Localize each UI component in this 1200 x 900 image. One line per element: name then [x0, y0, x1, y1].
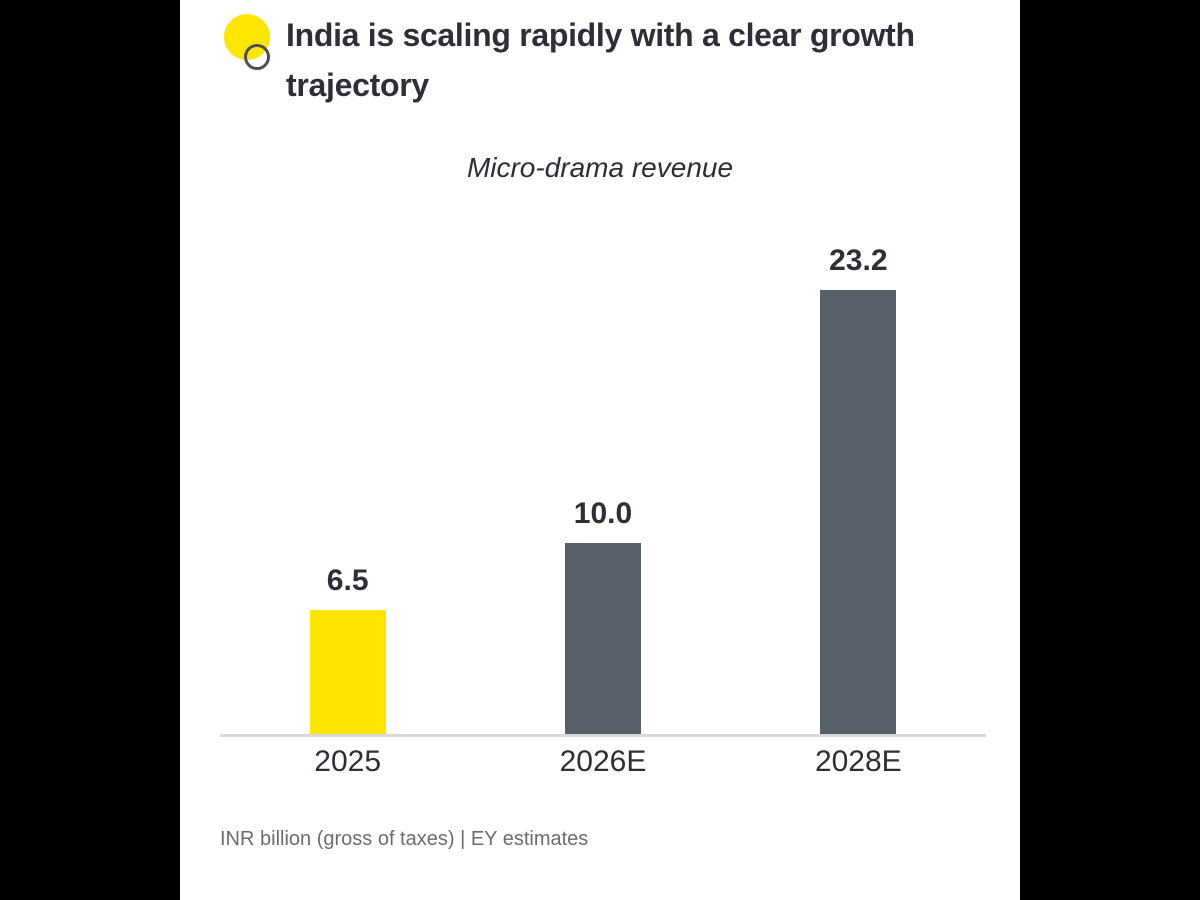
- ring-icon: [244, 44, 270, 70]
- chart-title: India is scaling rapidly with a clear gr…: [286, 17, 915, 103]
- bar-column-2026E: 10.0: [564, 497, 641, 734]
- x-axis-label-2026E: 2026E: [559, 745, 647, 778]
- bar-column-2028E: 23.2: [820, 244, 897, 734]
- bar-value-label: 6.5: [326, 564, 369, 597]
- letterbox-right: [1020, 0, 1200, 900]
- x-axis-label-2028E: 2028E: [814, 745, 902, 778]
- source-note: INR billion (gross of taxes) | EY estima…: [220, 828, 589, 850]
- bar-chart: 6.5 10.0 23.2 2025 2026E 2028E: [220, 230, 986, 779]
- x-axis-labels: 2025 2026E 2028E: [220, 745, 986, 779]
- x-axis-label-2025: 2025: [314, 745, 382, 778]
- bar-2028E: [820, 290, 897, 734]
- ey-dot-ring-icon: [220, 10, 286, 80]
- bar-2025: [309, 610, 386, 734]
- bar-column-2025: 6.5: [309, 564, 386, 734]
- chart-header: India is scaling rapidly with a clear gr…: [220, 10, 916, 110]
- bar-value-label: 10.0: [573, 497, 633, 530]
- bars-area: 6.5 10.0 23.2: [220, 230, 986, 737]
- chart-subtitle: Micro-drama revenue: [466, 152, 734, 183]
- letterbox-left: [0, 0, 180, 900]
- bar-value-label: 23.2: [829, 244, 888, 277]
- bar-2026E: [564, 543, 641, 734]
- chart-panel: India is scaling rapidly with a clear gr…: [180, 0, 1020, 900]
